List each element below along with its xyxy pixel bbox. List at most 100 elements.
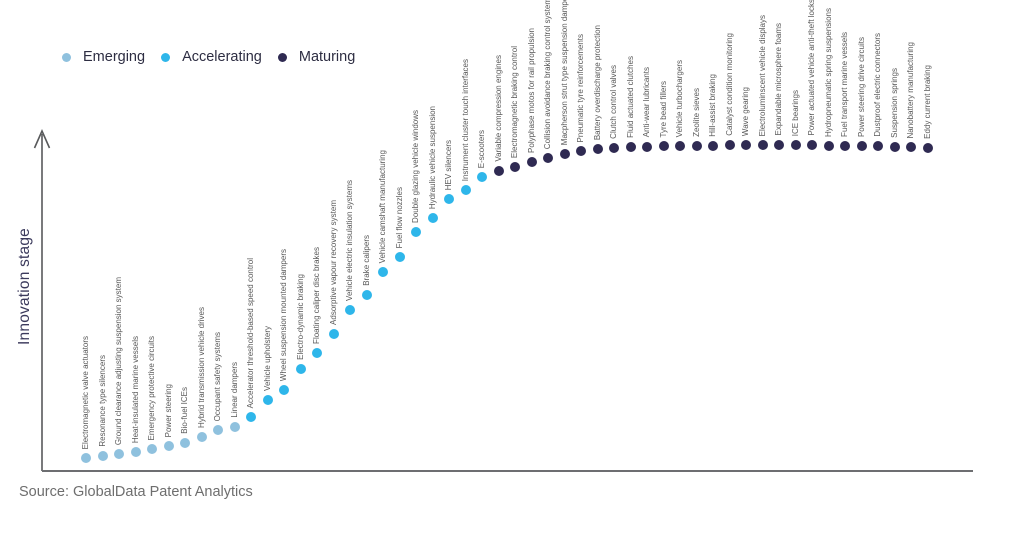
data-point-label: Tyre bead fillers: [658, 80, 668, 137]
data-point: [81, 453, 91, 463]
data-point-label: Power steering: [163, 383, 173, 437]
data-point-label: Eddy current braking: [922, 64, 932, 139]
data-point-label: Emergency protective circuits: [147, 335, 156, 440]
data-point: [889, 141, 900, 152]
data-point: [840, 140, 850, 151]
data-point: [213, 425, 223, 435]
data-point-label: Vehicle electric insulation systems: [345, 180, 354, 301]
data-point: [477, 172, 487, 182]
data-point: [625, 142, 636, 152]
data-point-label: Accelerator threshold-based speed contro…: [246, 257, 255, 408]
legend-label: Emerging: [83, 49, 146, 65]
data-point-label: Polyphase motos for rail propulsion: [526, 28, 536, 153]
legend-dot-accelerating-icon: [161, 52, 171, 62]
data-point-label: Dustproof electric connectors: [873, 33, 882, 137]
data-point: [708, 140, 718, 151]
chart-legend: Emerging Accelerating Maturing: [62, 49, 355, 65]
data-point-label: Electro-dynamic braking: [295, 274, 305, 360]
data-point: [378, 267, 388, 277]
data-point: [741, 140, 751, 150]
data-point-label: Fluid actuated clutches: [625, 56, 635, 138]
data-point-label: Pneumatic tyre reinforcements: [576, 33, 585, 143]
data-point: [130, 447, 141, 457]
data-point-label: Double glazing vehicle windows: [411, 110, 420, 223]
data-point-label: Floating caliper disc brakes: [312, 247, 321, 344]
data-point: [394, 252, 405, 262]
data-point: [807, 140, 817, 150]
data-point: [262, 395, 273, 405]
data-point-label: Battery overdischarge protection: [592, 24, 602, 140]
data-point-label: Catalyst condition monitoring: [724, 33, 734, 136]
data-point-label: Hydraulic vehicle suspension: [427, 105, 437, 209]
data-point-label: Vehicle camshaft manufacturing: [378, 149, 387, 263]
data-point: [526, 157, 537, 167]
legend-dot-emerging-icon: [62, 52, 71, 62]
legend-label: Maturing: [298, 49, 356, 65]
data-point: [922, 142, 933, 153]
data-point-label: Nanobattery manufacturing: [906, 41, 915, 139]
data-point: [114, 449, 124, 459]
data-point-label: Occupant safety systems: [213, 331, 222, 421]
data-point: [328, 329, 339, 339]
data-point-label: Instrument cluster touch interfaces: [460, 58, 470, 181]
data-point-label: Expandable microsphere foams: [774, 23, 783, 136]
data-point: [460, 185, 471, 195]
data-point-label: Adsorptive vapour recovery system: [328, 200, 338, 325]
data-point-label: Fuel flow nozzles: [394, 186, 404, 248]
data-point-label: Resonance type silencers: [97, 355, 107, 447]
legend-dot-maturing-icon: [277, 52, 287, 62]
data-point-label: Collision avoidance braking control syst…: [543, 0, 552, 149]
data-point: [642, 141, 652, 152]
data-point: [724, 140, 735, 150]
legend-label: Accelerating: [182, 49, 262, 65]
data-point: [312, 348, 322, 358]
data-point-label: Suspension springs: [889, 67, 899, 138]
data-point: [163, 441, 174, 451]
data-point: [691, 140, 702, 151]
source-note: Source: GlobalData Patent Analytics: [19, 484, 253, 500]
data-point-label: Power steering drive circuits: [856, 36, 866, 137]
data-point-label: Electromagnetic valve actuators: [81, 335, 90, 449]
data-point-label: Bio-fuel ICEs: [180, 387, 189, 434]
data-point: [444, 194, 454, 204]
data-point-label: Hydropneumatic spring suspensions: [823, 7, 833, 137]
data-point-label: Anti-wear lubricants: [642, 67, 651, 138]
data-point-label: Variable compression engines: [493, 55, 503, 162]
data-point-label: ICE bearings: [790, 89, 800, 136]
data-point-label: Ground clearance adjusting suspension sy…: [114, 276, 123, 445]
data-point-label: Vehicle upholstery: [262, 326, 272, 391]
data-point: [543, 153, 553, 163]
data-point: [196, 432, 207, 442]
data-point: [906, 142, 916, 152]
data-point: [510, 162, 520, 172]
data-point: [873, 141, 883, 151]
data-point: [295, 364, 306, 374]
data-point-label: Hill-assist braking: [708, 73, 717, 137]
data-point: [675, 141, 685, 151]
data-point-label: HEV silencers: [444, 139, 453, 190]
data-point: [609, 143, 619, 153]
legend-item-accelerating: Accelerating: [161, 49, 262, 65]
data-point: [97, 451, 108, 461]
data-point: [774, 140, 784, 150]
data-point: [246, 412, 256, 422]
data-point: [823, 140, 834, 151]
data-point-label: Linear dampers: [229, 362, 239, 418]
data-point-label: Wheel suspension mounted dampers: [279, 248, 288, 381]
data-point-label: Brake calipers: [361, 235, 371, 286]
legend-item-emerging: Emerging: [62, 49, 145, 65]
data-point-label: E-scooters: [477, 129, 486, 168]
data-point: [361, 290, 372, 300]
data-point: [592, 144, 603, 154]
data-point-label: Vehicle turbochargers: [675, 59, 684, 137]
data-point: [427, 213, 438, 223]
data-point: [493, 166, 504, 176]
data-point: [345, 305, 355, 315]
data-point-label: Electroluminscent vehicle displays: [757, 14, 767, 136]
legend-item-maturing: Maturing: [277, 49, 356, 65]
y-axis-arrow-icon: [33, 129, 51, 149]
data-point-label: Fuel transport marine vessels: [840, 31, 849, 137]
data-point-label: Power actuated vehicle anti-theft locks: [807, 0, 816, 136]
data-point-label: Wave gearing: [741, 86, 750, 136]
